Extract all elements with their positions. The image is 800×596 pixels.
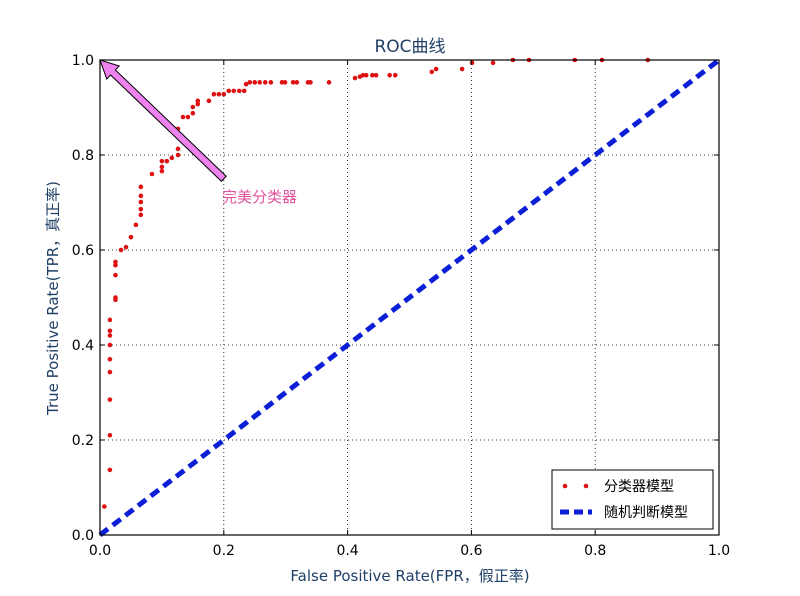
classifier-point xyxy=(107,333,113,338)
classifier-point xyxy=(123,244,129,250)
annotation-arrow xyxy=(99,59,227,182)
classifier-point xyxy=(490,60,496,66)
classifier-point xyxy=(138,184,144,190)
ticks: 0.0 0.2 0.4 0.6 0.8 1.0 0.0 0.2 0.4 0.6 0.8 1.0 xyxy=(72,53,730,559)
plot-frame xyxy=(99,59,720,536)
classifier-point xyxy=(294,80,300,85)
classifier-point xyxy=(118,247,124,253)
classifier-point xyxy=(128,234,134,240)
classifier-point xyxy=(459,66,465,72)
classifier-point xyxy=(149,171,155,177)
classifier-point xyxy=(159,168,165,174)
classifier-point xyxy=(195,98,201,104)
classifier-point xyxy=(257,80,263,85)
x-tick-label: 0.8 xyxy=(584,543,606,559)
classifier-point xyxy=(107,356,113,362)
legend-label-classifier: 分类器模型 xyxy=(604,479,674,495)
y-tick-label: 0.6 xyxy=(72,243,94,259)
classifier-point xyxy=(352,75,358,81)
legend: 分类器模型 随机判断模型 xyxy=(551,469,714,530)
classifier-point xyxy=(107,467,113,473)
y-tick-label: 1.0 xyxy=(72,53,94,69)
classifier-point xyxy=(373,72,379,78)
x-axis-label: False Positive Rate(FPR，假正率) xyxy=(290,567,529,585)
classifier-point xyxy=(241,88,247,94)
classifier-point xyxy=(262,80,268,85)
classifier-point xyxy=(107,342,113,348)
classifier-point xyxy=(226,88,232,94)
classifier-point xyxy=(308,80,313,85)
classifier-point xyxy=(243,81,249,87)
classifier-point xyxy=(231,88,237,94)
classifier-point xyxy=(236,88,242,94)
classifier-point xyxy=(107,328,113,334)
classifier-point xyxy=(247,80,253,85)
classifier-point xyxy=(216,91,222,97)
classifier-point xyxy=(159,164,165,170)
classifier-point xyxy=(138,212,144,218)
x-tick-label: 0.6 xyxy=(460,543,482,559)
classifier-point xyxy=(175,152,181,158)
classifier-point xyxy=(392,72,398,78)
classifier-point xyxy=(185,114,191,120)
classifier-point xyxy=(107,317,113,323)
y-tick-label: 0.2 xyxy=(72,433,94,449)
y-tick-label: 0.4 xyxy=(72,338,94,354)
classifier-point xyxy=(107,397,113,402)
classifier-point xyxy=(206,98,212,104)
legend-box xyxy=(551,469,714,530)
classifier-point xyxy=(268,80,274,85)
classifier-point xyxy=(107,369,113,375)
legend-label-random: 随机判断模型 xyxy=(604,505,688,521)
classifier-point xyxy=(113,262,118,268)
classifier-point xyxy=(433,66,439,72)
classifier-point xyxy=(282,80,288,85)
classifier-point xyxy=(159,158,165,164)
classifier-point xyxy=(138,193,144,199)
classifier-point xyxy=(175,146,181,152)
classifier-point xyxy=(387,72,392,78)
x-tick-label: 0.4 xyxy=(336,543,358,559)
chart-title: ROC曲线 xyxy=(374,37,445,57)
legend-marker-classifier xyxy=(562,483,568,489)
classifier-point xyxy=(363,72,369,78)
classifier-point xyxy=(102,504,107,509)
classifier-point xyxy=(138,206,144,212)
classifier-point xyxy=(190,110,196,116)
x-tick-label: 1.0 xyxy=(708,543,730,559)
classifier-point xyxy=(113,272,118,278)
y-axis-label: True Positive Rate(TPR，真正率) xyxy=(44,181,62,416)
annotation: 完美分类器 xyxy=(99,59,297,206)
annotation-text: 完美分类器 xyxy=(222,188,297,206)
y-tick-label: 0.0 xyxy=(72,528,94,544)
classifier-point xyxy=(113,259,118,265)
classifier-point xyxy=(169,155,175,161)
classifier-point xyxy=(180,114,186,120)
classifier-point xyxy=(252,80,258,85)
legend-marker-classifier xyxy=(583,483,589,489)
classifier-point xyxy=(195,101,201,107)
classifier-point xyxy=(113,295,118,300)
classifier-point xyxy=(138,199,144,205)
classifier-point xyxy=(190,104,196,110)
x-tick-label: 0.0 xyxy=(89,543,111,559)
classifier-point xyxy=(370,72,375,78)
classifier-point xyxy=(469,60,475,66)
y-tick-label: 0.8 xyxy=(72,148,94,164)
classifier-point xyxy=(326,80,332,85)
classifier-point xyxy=(211,91,217,97)
classifier-point xyxy=(221,91,227,97)
classifier-point xyxy=(429,69,435,75)
classifier-point xyxy=(164,158,170,164)
classifier-point xyxy=(133,222,139,228)
marks xyxy=(98,57,721,537)
x-tick-label: 0.2 xyxy=(213,543,235,559)
random-model-line xyxy=(98,58,721,537)
classifier-point xyxy=(107,432,113,438)
classifier-point xyxy=(290,80,296,85)
